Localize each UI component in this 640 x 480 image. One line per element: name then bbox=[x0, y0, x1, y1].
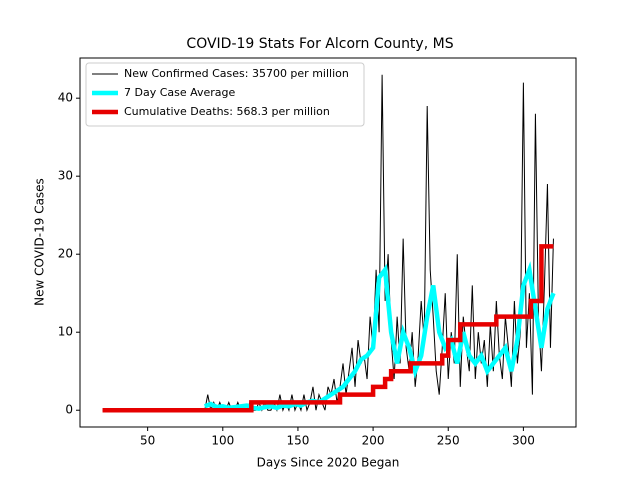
x-axis-label: Days Since 2020 Began bbox=[257, 456, 400, 470]
data-line bbox=[102, 244, 554, 413]
legend-label: 7 Day Case Average bbox=[124, 86, 236, 99]
y-axis-label: New COVID-19 Cases bbox=[33, 178, 47, 306]
legend-label: Cumulative Deaths: 568.3 per million bbox=[124, 105, 330, 118]
y-tick-label: 20 bbox=[58, 247, 73, 261]
y-tick-label: 0 bbox=[65, 403, 73, 417]
x-tick-label: 100 bbox=[211, 434, 234, 448]
legend-box bbox=[85, 62, 365, 127]
y-tick-label: 40 bbox=[58, 91, 73, 105]
chart-title: COVID-19 Stats For Alcorn County, MS bbox=[186, 36, 453, 52]
x-tick-label: 50 bbox=[140, 434, 155, 448]
x-tick-label: 250 bbox=[437, 434, 460, 448]
y-tick-label: 10 bbox=[58, 325, 73, 339]
plot-frame bbox=[79, 57, 577, 428]
x-tick-label: 150 bbox=[286, 434, 309, 448]
y-tick-label: 30 bbox=[58, 169, 73, 183]
data-line bbox=[203, 261, 556, 411]
x-tick-label: 200 bbox=[362, 434, 385, 448]
x-tick-label: 300 bbox=[512, 434, 535, 448]
legend-label: New Confirmed Cases: 35700 per million bbox=[124, 67, 349, 80]
